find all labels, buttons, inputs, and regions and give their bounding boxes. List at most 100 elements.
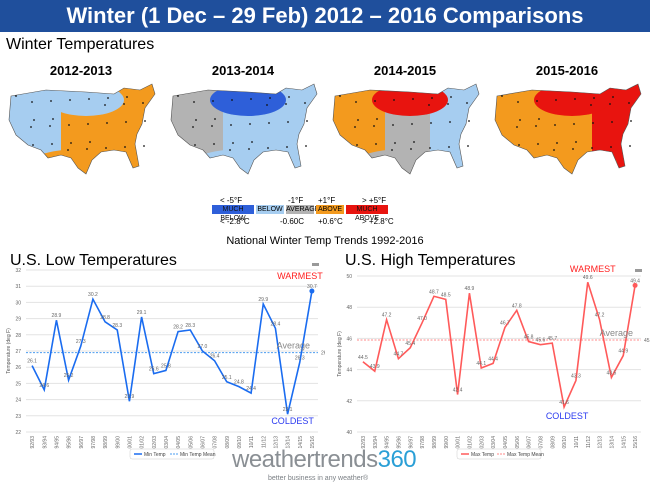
city-dot xyxy=(518,144,520,146)
city-dot xyxy=(412,98,414,100)
mean-value-label: 45.9 xyxy=(644,338,650,344)
legend-series-label: Max Temp xyxy=(471,452,494,458)
city-dot xyxy=(374,100,376,102)
data-label: 27.3 xyxy=(76,339,86,345)
average-annotation: Average xyxy=(277,341,310,351)
x-tick-label: 07/08 xyxy=(213,436,219,449)
legend-mean-label: Min Temp Mean xyxy=(180,452,216,458)
x-tick-label: 95/96 xyxy=(67,436,73,449)
y-tick-label: 26 xyxy=(15,365,21,371)
data-label: 42.4 xyxy=(453,388,463,394)
x-tick-label: 13/14 xyxy=(286,436,292,449)
y-tick-label: 25 xyxy=(15,381,21,387)
city-dot xyxy=(391,149,393,151)
data-label: 45.6 xyxy=(536,338,546,344)
city-dot xyxy=(267,147,269,149)
city-dot xyxy=(249,123,251,125)
city-dot xyxy=(50,100,52,102)
us-border xyxy=(8,83,156,175)
coldest-annotation: COLDEST xyxy=(271,416,314,426)
city-dot xyxy=(537,143,539,145)
city-dot xyxy=(104,104,106,106)
data-label: 49.6 xyxy=(583,275,593,281)
city-dot xyxy=(229,149,231,151)
legend-top-1: < -5°F xyxy=(220,196,243,205)
city-dot xyxy=(591,147,593,149)
x-tick-label: 93/94 xyxy=(42,436,48,449)
x-tick-label: 03/04 xyxy=(491,436,497,449)
legend-mean-label: Max Temp Mean xyxy=(507,452,544,458)
city-dot xyxy=(142,102,144,104)
x-tick-label: 97/98 xyxy=(420,436,426,449)
city-dot xyxy=(33,119,35,121)
city-dot xyxy=(355,101,357,103)
city-dot xyxy=(287,121,289,123)
region-north xyxy=(48,84,124,116)
logo-360: 360 xyxy=(377,446,417,473)
city-dot xyxy=(211,125,213,127)
city-dot xyxy=(106,122,108,124)
legend-above: ABOVE xyxy=(316,205,344,214)
city-dot xyxy=(248,148,250,150)
city-dot xyxy=(394,142,396,144)
x-tick-label: 93/94 xyxy=(373,436,379,449)
y-tick-label: 29 xyxy=(15,317,21,323)
data-label: 28.9 xyxy=(52,313,62,319)
city-dot xyxy=(31,101,33,103)
city-dot xyxy=(268,122,270,124)
logo-tagline: better business in any weather® xyxy=(268,475,369,482)
city-dot xyxy=(86,148,88,150)
y-tick-label: 28 xyxy=(15,333,21,339)
data-label: 29.1 xyxy=(137,310,147,316)
city-dot xyxy=(610,146,612,148)
x-tick-label: 92/93 xyxy=(30,436,36,449)
city-dot xyxy=(144,120,146,122)
x-tick-label: 10/11 xyxy=(574,436,580,448)
city-dot xyxy=(305,145,307,147)
data-label: 43.3 xyxy=(571,374,581,380)
region-north xyxy=(210,84,286,116)
city-dot xyxy=(447,103,449,105)
x-tick-label: 99/00 xyxy=(444,436,450,449)
data-label: 44.7 xyxy=(394,352,404,358)
y-tick-label: 22 xyxy=(15,430,21,436)
city-dot xyxy=(467,145,469,147)
map-label: 2013-2014 xyxy=(211,63,275,78)
city-dot xyxy=(555,99,557,101)
city-dot xyxy=(52,118,54,120)
city-dot xyxy=(87,123,89,125)
city-dot xyxy=(125,121,127,123)
legend-average: AVERAGE xyxy=(286,205,320,214)
data-label: 27.0 xyxy=(198,344,208,350)
data-label: 26.3 xyxy=(295,355,305,361)
data-label: 25.6 xyxy=(149,367,159,373)
x-tick-label: 96/97 xyxy=(79,436,85,449)
data-label: 23.9 xyxy=(125,394,135,400)
city-dot xyxy=(392,124,394,126)
y-axis-label: Temperature (deg F) xyxy=(337,331,343,377)
data-label: 28.3 xyxy=(112,323,122,329)
data-label: 23.1 xyxy=(283,407,293,413)
data-label: 24.4 xyxy=(246,386,256,392)
city-dot xyxy=(105,147,107,149)
city-dot xyxy=(232,142,234,144)
city-dot xyxy=(88,98,90,100)
x-tick-label: 05/06 xyxy=(515,436,521,449)
city-dot xyxy=(411,123,413,125)
x-tick-label: 04/05 xyxy=(503,436,509,449)
data-label: 48.5 xyxy=(441,292,451,298)
city-dot xyxy=(572,148,574,150)
city-dot xyxy=(230,124,232,126)
city-dot xyxy=(554,124,556,126)
x-tick-label: 14/15 xyxy=(298,436,304,449)
data-label: 29.9 xyxy=(258,297,268,303)
data-label: 24.6 xyxy=(39,383,49,389)
x-tick-label: 02/03 xyxy=(152,436,158,449)
city-dot xyxy=(375,143,377,145)
city-dot xyxy=(231,99,233,101)
x-tick-label: 94/95 xyxy=(54,436,60,449)
city-dot xyxy=(126,96,128,98)
city-dot xyxy=(195,119,197,121)
data-label: 45.4 xyxy=(405,341,415,347)
city-dot xyxy=(143,145,145,147)
